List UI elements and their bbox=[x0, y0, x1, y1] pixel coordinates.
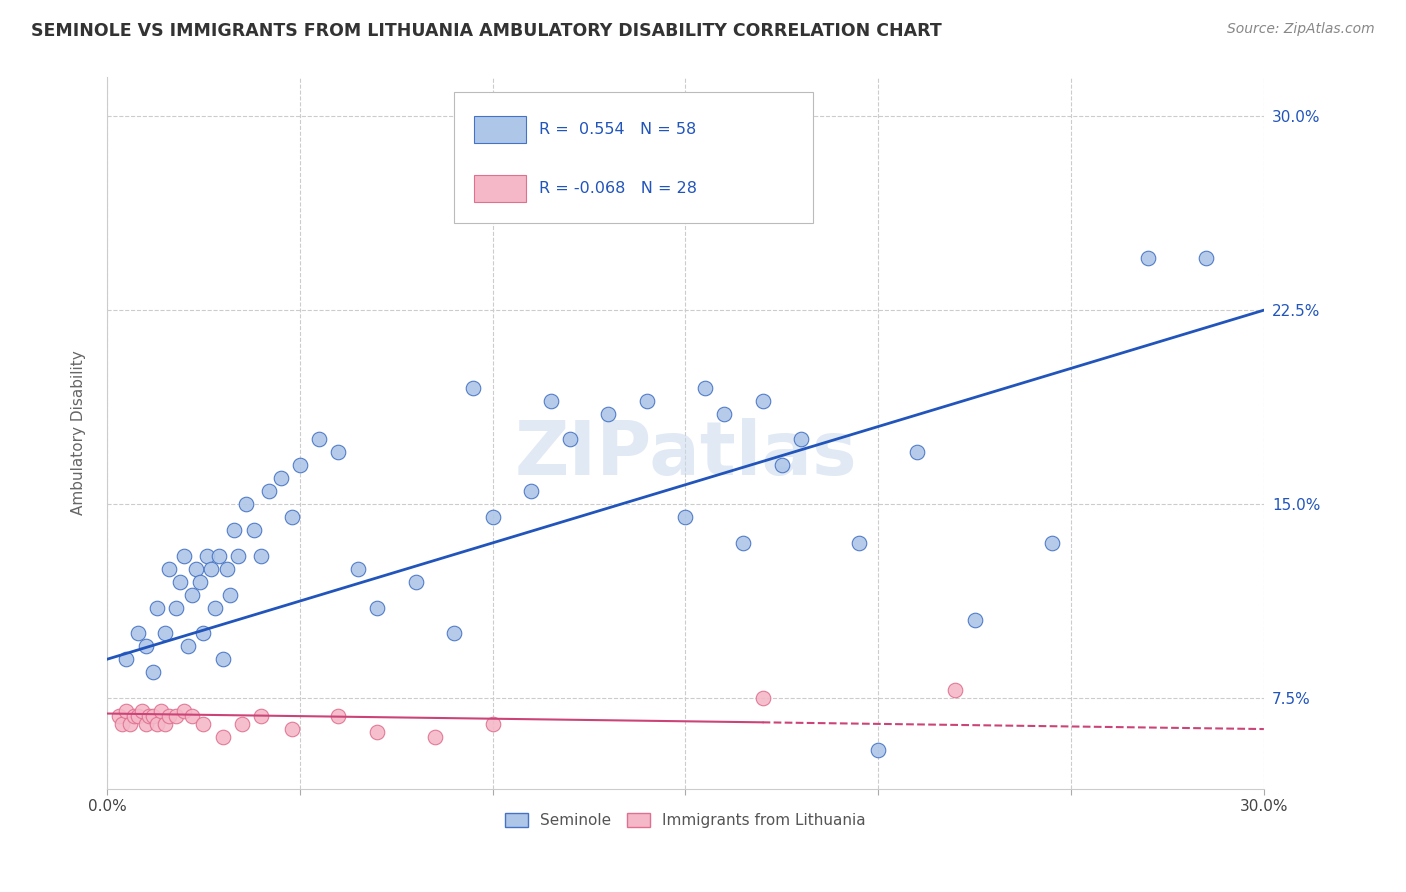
Point bbox=[142, 665, 165, 680]
Point bbox=[770, 458, 793, 473]
Point bbox=[790, 433, 813, 447]
Point bbox=[693, 381, 716, 395]
Point bbox=[868, 743, 890, 757]
Point bbox=[177, 640, 200, 654]
Point bbox=[1137, 252, 1160, 266]
Point bbox=[188, 574, 211, 589]
Point bbox=[115, 704, 138, 718]
Point bbox=[598, 407, 620, 421]
Point bbox=[257, 484, 280, 499]
Point bbox=[540, 393, 562, 408]
Point bbox=[231, 717, 253, 731]
Point bbox=[1195, 252, 1218, 266]
Point bbox=[328, 709, 350, 723]
Text: ZIPatlas: ZIPatlas bbox=[515, 417, 856, 491]
Text: Source: ZipAtlas.com: Source: ZipAtlas.com bbox=[1227, 22, 1375, 37]
Point bbox=[675, 510, 697, 524]
Point bbox=[135, 717, 157, 731]
FancyBboxPatch shape bbox=[474, 116, 526, 143]
Point bbox=[751, 691, 773, 706]
Point bbox=[328, 445, 350, 459]
Point bbox=[558, 433, 581, 447]
Point bbox=[115, 652, 138, 666]
Point bbox=[195, 549, 218, 563]
Point bbox=[481, 510, 503, 524]
Point bbox=[423, 730, 446, 744]
Point bbox=[250, 709, 273, 723]
Point bbox=[270, 471, 292, 485]
Point bbox=[226, 549, 249, 563]
Point bbox=[146, 717, 169, 731]
Legend: Seminole, Immigrants from Lithuania: Seminole, Immigrants from Lithuania bbox=[499, 807, 872, 834]
Point bbox=[443, 626, 465, 640]
Point bbox=[157, 562, 180, 576]
Point bbox=[142, 709, 165, 723]
Point bbox=[200, 562, 222, 576]
Point bbox=[135, 640, 157, 654]
Point bbox=[733, 536, 755, 550]
Point bbox=[848, 536, 870, 550]
Point bbox=[173, 549, 195, 563]
Point bbox=[127, 709, 149, 723]
Point bbox=[713, 407, 735, 421]
Point bbox=[751, 393, 773, 408]
Point bbox=[150, 704, 173, 718]
Point bbox=[153, 626, 176, 640]
Point bbox=[111, 717, 134, 731]
Point bbox=[166, 709, 188, 723]
Point bbox=[184, 562, 207, 576]
Point bbox=[235, 497, 257, 511]
Point bbox=[481, 717, 503, 731]
Point bbox=[242, 523, 264, 537]
Point bbox=[346, 562, 368, 576]
Point bbox=[224, 523, 246, 537]
Point bbox=[180, 588, 202, 602]
Point bbox=[636, 393, 658, 408]
Point bbox=[520, 484, 543, 499]
Point bbox=[122, 709, 145, 723]
Text: R = -0.068   N = 28: R = -0.068 N = 28 bbox=[538, 181, 696, 196]
Y-axis label: Ambulatory Disability: Ambulatory Disability bbox=[72, 351, 86, 516]
Point bbox=[945, 683, 967, 698]
Point bbox=[250, 549, 273, 563]
Point bbox=[131, 704, 153, 718]
Point bbox=[169, 574, 191, 589]
Point bbox=[180, 709, 202, 723]
Point bbox=[157, 709, 180, 723]
Point bbox=[211, 652, 233, 666]
Point bbox=[146, 600, 169, 615]
Point bbox=[166, 600, 188, 615]
Point bbox=[208, 549, 231, 563]
Point bbox=[215, 562, 238, 576]
FancyBboxPatch shape bbox=[474, 175, 526, 202]
Text: SEMINOLE VS IMMIGRANTS FROM LITHUANIA AMBULATORY DISABILITY CORRELATION CHART: SEMINOLE VS IMMIGRANTS FROM LITHUANIA AM… bbox=[31, 22, 942, 40]
Point bbox=[281, 722, 304, 736]
Point bbox=[219, 588, 242, 602]
Point bbox=[120, 717, 142, 731]
Point bbox=[193, 717, 215, 731]
Point bbox=[405, 574, 427, 589]
Point bbox=[281, 510, 304, 524]
Text: R =  0.554   N = 58: R = 0.554 N = 58 bbox=[538, 122, 696, 137]
Point bbox=[138, 709, 160, 723]
Point bbox=[153, 717, 176, 731]
Point bbox=[463, 381, 485, 395]
Point bbox=[1040, 536, 1063, 550]
Point bbox=[173, 704, 195, 718]
FancyBboxPatch shape bbox=[454, 92, 813, 223]
Point bbox=[288, 458, 311, 473]
Point bbox=[204, 600, 226, 615]
Point bbox=[963, 614, 986, 628]
Point bbox=[107, 709, 129, 723]
Point bbox=[308, 433, 330, 447]
Point bbox=[366, 600, 388, 615]
Point bbox=[905, 445, 928, 459]
Point bbox=[127, 626, 149, 640]
Point bbox=[193, 626, 215, 640]
Point bbox=[366, 724, 388, 739]
Point bbox=[211, 730, 233, 744]
